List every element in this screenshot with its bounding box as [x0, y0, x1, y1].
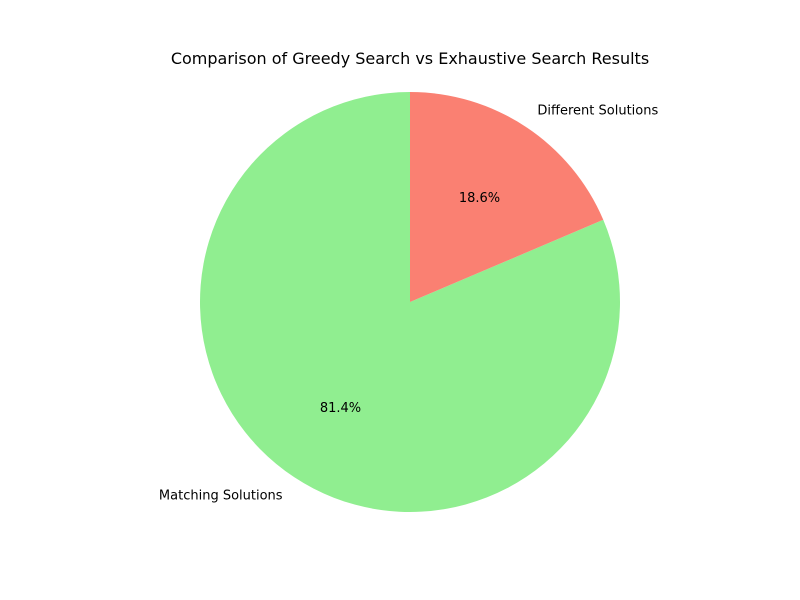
pie-slices	[200, 91, 621, 512]
slice-label: Matching Solutions	[159, 489, 283, 504]
chart-title: Comparison of Greedy Search vs Exhaustiv…	[171, 49, 649, 68]
pie-slice-matching-solutions	[200, 92, 621, 512]
slice-percent-label: 81.4%	[320, 401, 361, 416]
pie-slice-different-solutions	[410, 91, 604, 303]
slice-label: Different Solutions	[537, 103, 658, 118]
pie-labels: Matching Solutions 81.4% Different Solutio…	[159, 103, 659, 503]
slice-percent-label: 18.6%	[459, 191, 500, 206]
